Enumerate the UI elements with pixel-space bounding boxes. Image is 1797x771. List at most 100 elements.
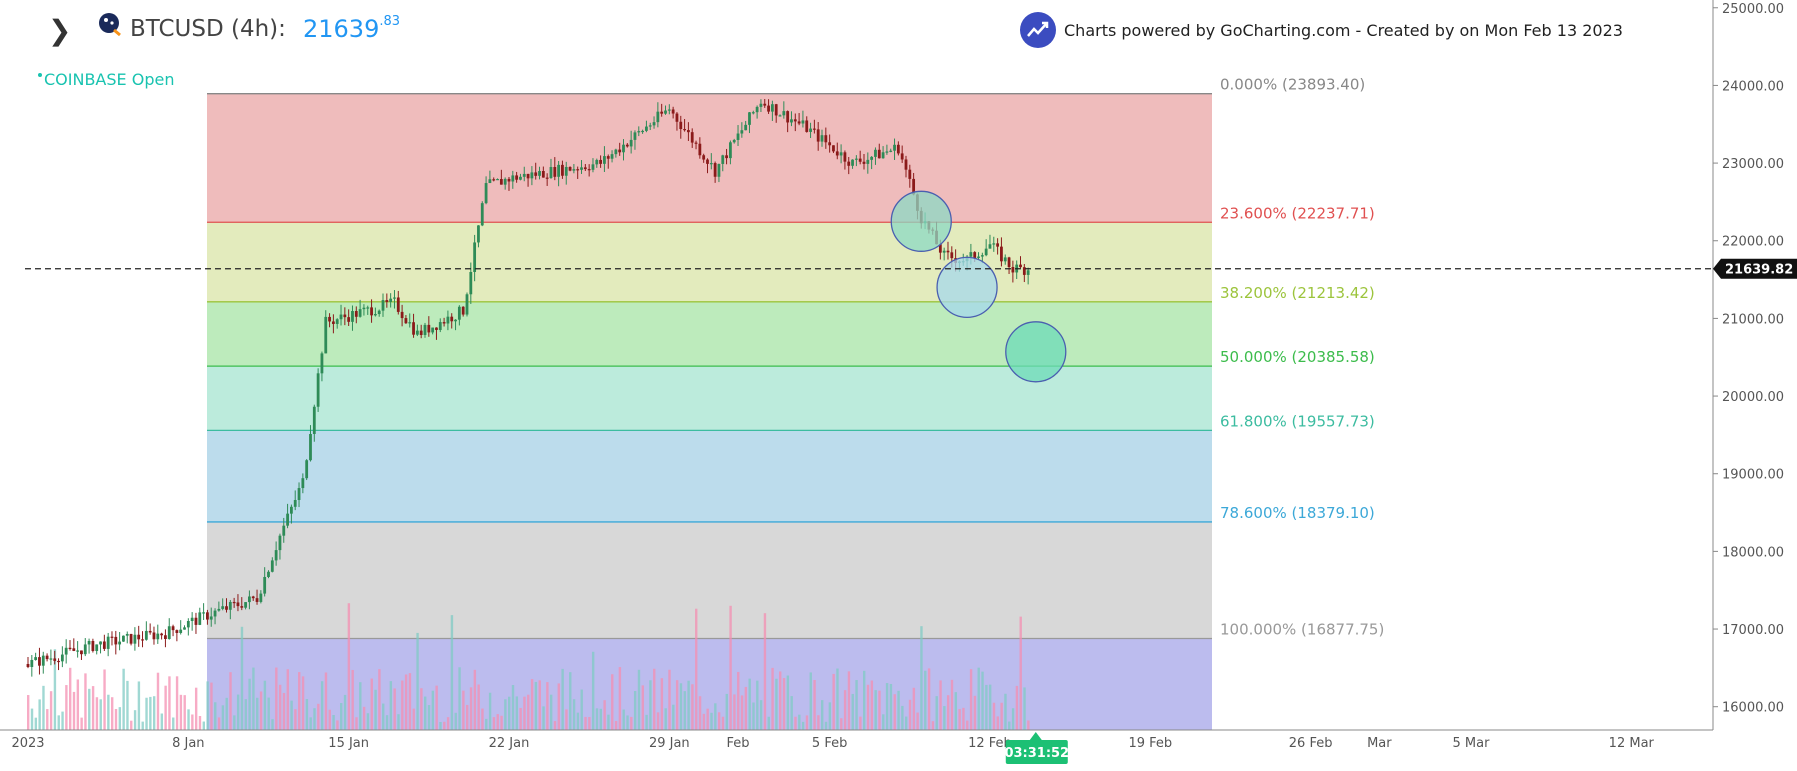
fib-zone-4 [207,430,1212,522]
volume-bar [714,703,717,730]
volume-bar [534,681,538,730]
candle-body [320,353,324,374]
volume-bar [507,696,511,730]
volume-bar [1000,702,1003,730]
volume-bar [481,708,484,730]
candle-body [877,149,881,159]
volume-bar [458,667,461,730]
volume-bar [382,703,385,730]
chevron-right-icon[interactable]: ❯ [48,14,72,47]
candle-body [186,620,190,628]
volume-bar [221,705,225,730]
volume-bar [133,710,137,730]
volume-bar [65,685,68,730]
volume-bar [107,694,110,730]
volume-bar [565,709,568,730]
candle-body [393,297,396,299]
x-tick-label: 2023 [11,736,44,751]
volume-bar [626,715,629,730]
candle-body [576,169,580,171]
volume-bar [431,690,435,730]
volume-bar [477,684,480,730]
volume-bar [809,672,812,730]
candle-body [553,167,557,177]
candle-body [278,535,282,551]
volume-bar [374,689,377,730]
y-tick-label: 23000.00 [1722,157,1784,172]
candle-body [492,179,496,181]
volume-bar [618,667,622,730]
candle-body [633,132,637,140]
volume-bar [80,717,83,730]
volume-bar [744,686,748,730]
volume-bar [469,687,473,730]
volume-bar [500,715,503,730]
candle-body [137,634,141,640]
volume-bar [584,716,587,730]
gocharting-logo-icon[interactable] [1020,12,1056,48]
volume-bar [954,692,958,730]
volume-bar [439,721,442,730]
volume-bar [786,675,790,730]
volume-bar [664,708,667,730]
volume-bar [362,706,366,730]
candle-body [572,169,576,171]
countdown-badge [1005,740,1068,764]
volume-bar [553,721,557,730]
volume-bar [668,669,671,730]
candle-body [144,630,148,640]
volume-bar [611,674,614,730]
volume-bar [305,699,309,730]
candle-body [68,647,72,649]
volume-bar [465,704,469,730]
candle-body [858,158,862,162]
candle-body [385,300,389,302]
candle-body [561,164,564,176]
candle-body [725,155,728,159]
candle-body [728,142,732,159]
candle-body [820,135,824,142]
volume-bar [851,693,854,730]
volume-bar [572,699,576,730]
candle-body [408,322,412,324]
volume-bar [393,688,396,730]
price-main: 21639 [303,15,380,43]
candle-body [679,121,683,130]
candle-body [251,596,255,599]
volume-bar [462,690,465,730]
volume-bar [874,690,877,730]
volume-bar [332,715,335,730]
candle-body [293,500,297,507]
candle-body [564,166,568,176]
x-tick-label: 12 Feb [968,736,1012,751]
candle-body [847,161,851,166]
candle-body [164,635,167,639]
volume-bar [343,694,347,730]
volume-bar [366,713,370,730]
volume-bar [313,708,316,730]
chart-header: ❯ BTCUSD (4h): 21639.83 [0,0,980,56]
volume-bar [740,695,744,730]
candle-body [312,406,316,434]
volume-bar [210,682,213,730]
candle-body [690,132,694,143]
candle-body [881,152,885,159]
candle-body [549,167,553,178]
volume-bar [591,651,595,730]
volume-bar [385,715,389,730]
x-tick-label: 12 Mar [1609,736,1655,751]
volume-bar [901,705,904,730]
volume-bar [832,673,835,730]
volume-bar [504,699,507,730]
candle-body [599,159,603,164]
candle-body [503,178,507,185]
volume-bar [656,712,660,730]
candle-body [641,130,644,133]
volume-bar [286,669,289,730]
candle-body [404,318,408,324]
candle-body [301,478,305,489]
fib-label-3: 50.000% (20385.58) [1220,348,1375,366]
x-tick-label: 26 Feb [1289,736,1333,751]
volume-bar [91,686,95,730]
